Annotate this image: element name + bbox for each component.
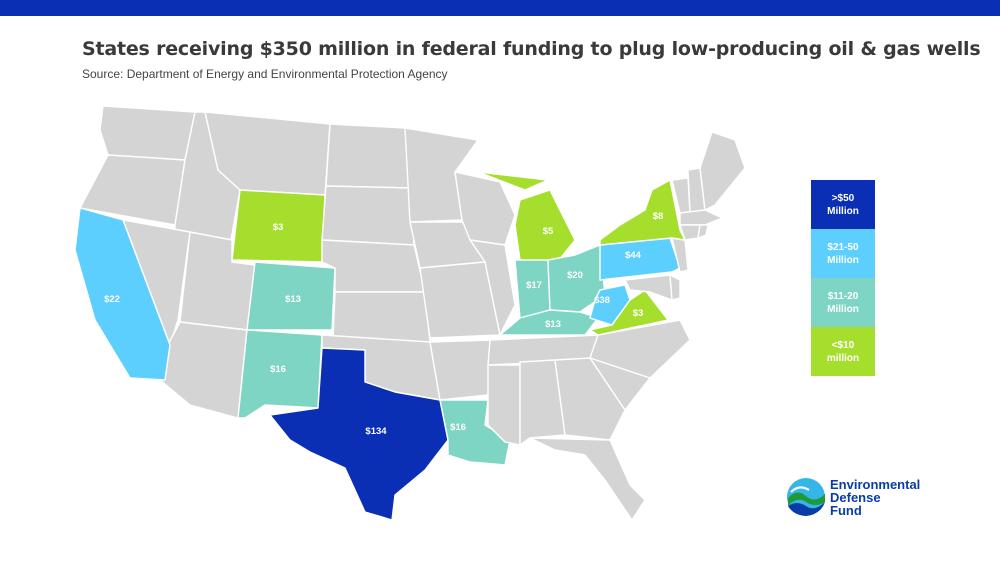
state-virginia <box>589 289 669 336</box>
value-label-ohio: $20 <box>567 270 583 281</box>
state-new-york <box>599 179 686 246</box>
value-label-indiana: $17 <box>526 280 542 291</box>
page-title: States receiving $350 million in federal… <box>82 38 981 60</box>
state-texas <box>269 347 449 521</box>
value-label-new-mexico: $16 <box>270 364 286 375</box>
value-label-louisiana: $16 <box>450 422 466 433</box>
state-nebraska <box>321 239 426 293</box>
value-label-new-york: $8 <box>653 211 664 222</box>
state-south-dakota <box>321 185 415 246</box>
state-washington <box>99 105 196 161</box>
edf-logo-text: Environmental Defense Fund <box>830 477 921 518</box>
state-colorado <box>246 261 336 331</box>
value-label-texas: $134 <box>365 426 387 437</box>
state-florida <box>529 437 646 521</box>
top-banner <box>0 0 1000 16</box>
value-label-virginia: $3 <box>633 308 644 319</box>
value-label-colorado: $13 <box>285 294 301 305</box>
state-rhode-island <box>697 224 709 239</box>
state-north-carolina <box>589 319 691 379</box>
value-label-michigan: $5 <box>543 226 554 237</box>
state-arizona <box>159 321 248 419</box>
legend-item-under-10: <$10 million <box>811 327 875 376</box>
state-louisiana <box>439 399 511 466</box>
state-georgia <box>554 357 626 441</box>
legend-item-11-20: $11-20 Million <box>811 278 875 327</box>
state-massachusetts <box>679 209 723 226</box>
value-label-pennsylvania: $44 <box>625 250 642 261</box>
edf-logo: Environmental Defense Fund <box>785 476 945 522</box>
edf-wave-logo-icon <box>787 478 825 516</box>
legend-item-21-50: $21-50 Million <box>811 229 875 278</box>
state-north-dakota <box>325 123 411 189</box>
value-label-california: $22 <box>104 294 120 305</box>
state-maryland <box>624 274 673 301</box>
state-delaware <box>669 274 681 301</box>
state-california <box>74 207 171 381</box>
state-maine <box>699 131 746 211</box>
value-label-kentucky: $13 <box>545 319 561 330</box>
state-illinois <box>469 239 516 336</box>
source-subtitle: Source: Department of Energy and Environ… <box>82 67 448 81</box>
state-kansas <box>332 291 431 343</box>
state-arkansas <box>429 339 491 401</box>
value-label-wyoming: $3 <box>273 222 284 233</box>
funding-legend: >$50 Million $21-50 Million $11-20 Milli… <box>811 180 875 376</box>
legend-item-50-plus: >$50 Million <box>811 180 875 229</box>
value-label-west-virginia: $38 <box>594 295 610 306</box>
state-alabama <box>519 359 566 446</box>
